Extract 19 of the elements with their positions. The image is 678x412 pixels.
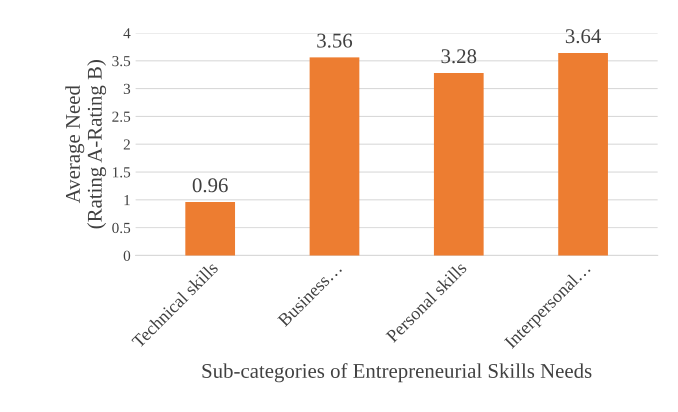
y-tick-label: 2.5: [112, 112, 130, 122]
data-label: 3.64: [566, 29, 601, 44]
y-tick-label: 1.5: [112, 167, 130, 178]
x-axis-title: Sub-categories of Entrepreneurial Skills Needs: [202, 363, 592, 382]
data-label: 3.56: [317, 34, 352, 48]
y-tick-label: 0: [124, 250, 130, 261]
bar: [558, 52, 608, 256]
y-axis-title: Average Need (Rating A-Rating B): [65, 60, 106, 228]
data-label: 0.96: [192, 178, 228, 192]
y-tick-label: 0.5: [112, 222, 130, 234]
y-tick-label: 2: [124, 139, 130, 150]
y-tick-label: 3: [124, 84, 130, 94]
bar: [185, 202, 236, 256]
y-tick-label: 4: [123, 28, 130, 38]
data-label: 3.28: [442, 49, 476, 64]
bar: [434, 73, 484, 256]
y-tick-label: 3.5: [112, 56, 130, 66]
bar: [310, 57, 360, 256]
y-tick-label: 1: [124, 195, 130, 206]
